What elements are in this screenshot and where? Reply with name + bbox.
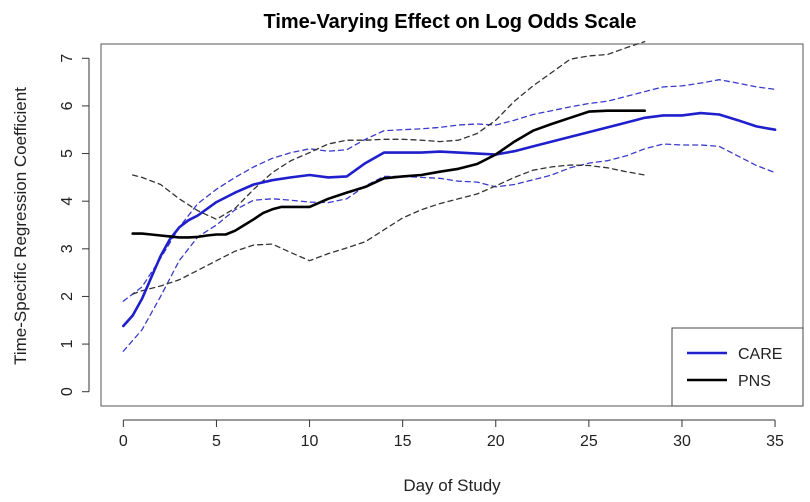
x-tick-label: 35 [766, 433, 784, 450]
confidence-interval-lines [122, 40, 776, 352]
series-line-care-upper-ci [122, 79, 776, 302]
series-line-pns [131, 109, 647, 239]
y-tick-label: 4 [59, 197, 76, 206]
x-tick-label: 0 [119, 433, 128, 450]
x-tick-label: 25 [580, 433, 598, 450]
y-tick-label: 7 [59, 54, 76, 63]
y-tick-label: 5 [59, 149, 76, 158]
y-tick-label: 0 [59, 387, 76, 396]
series-line-care [122, 111, 777, 328]
x-axis: 0 5 10 15 20 25 30 35 [119, 419, 784, 450]
legend-label-pns: PNS [738, 373, 771, 390]
x-tick-label: 5 [212, 433, 221, 450]
y-tick-label: 2 [59, 292, 76, 301]
plot-frame [100, 43, 804, 407]
series-line-pns-lower-ci [132, 164, 646, 295]
y-tick-label: 3 [59, 244, 76, 253]
x-axis-label: Day of Study [403, 476, 501, 495]
chart-title: Time-Varying Effect on Log Odds Scale [263, 11, 636, 33]
legend-box [671, 327, 804, 407]
y-axis: 0 1 2 3 4 5 6 7 [59, 54, 90, 396]
legend-label-care: CARE [738, 346, 782, 363]
x-tick-label: 15 [394, 433, 412, 450]
legend: CARE PNS [671, 327, 804, 407]
main-series-lines [122, 109, 777, 328]
x-tick-label: 10 [301, 433, 319, 450]
y-tick-label: 1 [59, 340, 76, 349]
x-tick-label: 30 [673, 433, 691, 450]
y-tick-label: 6 [59, 101, 76, 110]
x-tick-label: 20 [487, 433, 505, 450]
series-line-care-lower-ci [122, 143, 776, 352]
y-axis-label: Time-Specific Regression Coefficient [11, 87, 30, 365]
series-line-pns-upper-ci [132, 40, 646, 220]
